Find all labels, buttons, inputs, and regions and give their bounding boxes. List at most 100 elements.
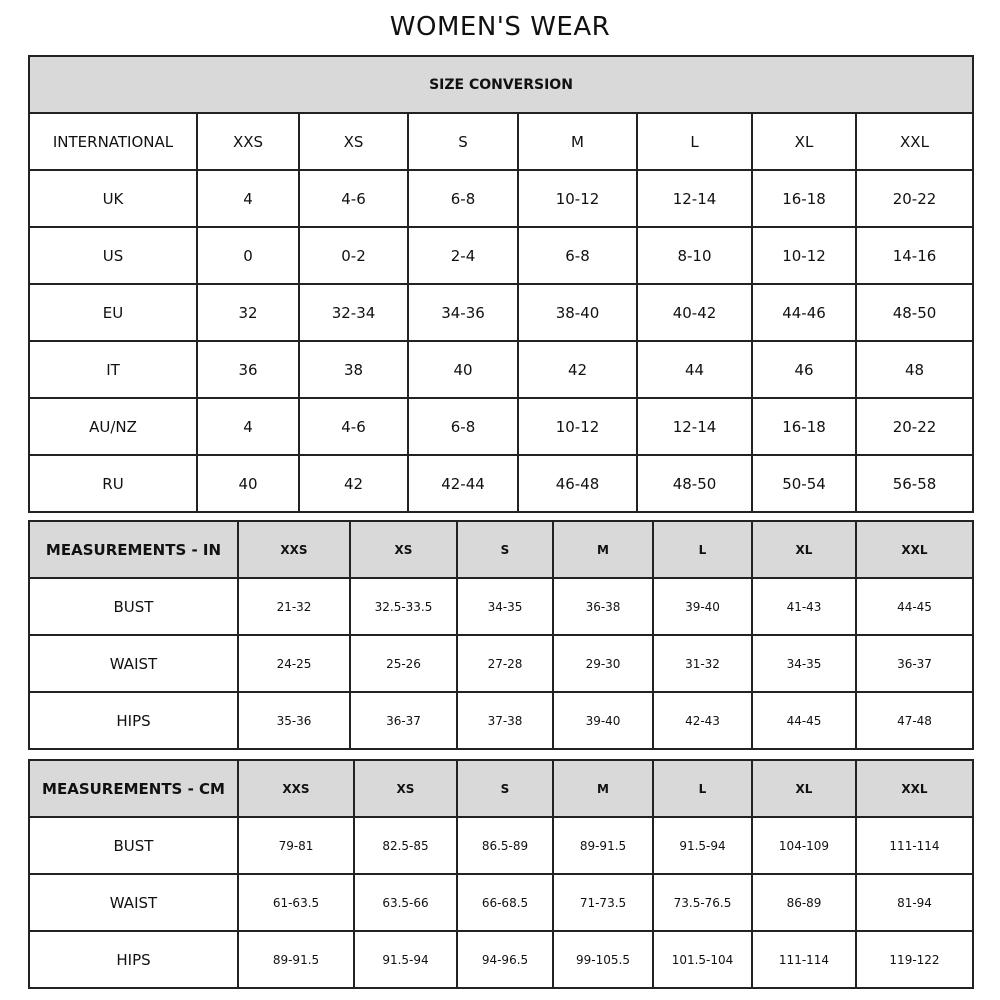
table-cell: 8-10	[636, 226, 753, 285]
table-cell: 10-12	[517, 169, 638, 228]
table-cell: 24-25	[237, 634, 351, 693]
table-cell: 48-50	[636, 454, 753, 513]
table-cell: 32	[196, 283, 300, 342]
table-cell: 38-40	[517, 283, 638, 342]
table-cell: 34-36	[407, 283, 519, 342]
table-cell: M	[517, 112, 638, 171]
table-cell: 44-46	[751, 283, 857, 342]
table-cell: 61-63.5	[237, 873, 355, 932]
table-cell: 0	[196, 226, 300, 285]
table-cell: S	[407, 112, 519, 171]
table-cell: L	[652, 759, 753, 818]
table-row: RU 40 42 42-44 46-48 48-50 50-54 56-58	[28, 454, 974, 513]
table-cell: L	[652, 520, 753, 579]
header-row: MEASUREMENTS - IN XXS XS S M L XL XXL	[28, 520, 974, 579]
table-cell: 94-96.5	[456, 930, 554, 989]
table-cell: 42	[298, 454, 409, 513]
table-cell: 73.5-76.5	[652, 873, 753, 932]
table-cell: 10-12	[517, 397, 638, 456]
table-cell: 48-50	[855, 283, 974, 342]
table-cell: 101.5-104	[652, 930, 753, 989]
table-cell: 20-22	[855, 397, 974, 456]
row-label: WAIST	[28, 873, 239, 932]
table-cell: 39-40	[652, 577, 753, 636]
table-cell: 46-48	[517, 454, 638, 513]
table-cell: 16-18	[751, 169, 857, 228]
table-cell: 42-43	[652, 691, 753, 750]
table-heading-row: SIZE CONVERSION	[28, 55, 974, 114]
table-cell: 111-114	[751, 930, 857, 989]
table-cell: 21-32	[237, 577, 351, 636]
table-cell: 86-89	[751, 873, 857, 932]
table-row: UK 4 4-6 6-8 10-12 12-14 16-18 20-22	[28, 169, 974, 228]
table-cell: 89-91.5	[552, 816, 654, 875]
table-cell: XS	[349, 520, 458, 579]
table-cell: XXL	[855, 112, 974, 171]
table-cell: 4	[196, 169, 300, 228]
table-cell: 4-6	[298, 169, 409, 228]
table-cell: 104-109	[751, 816, 857, 875]
table-cell: 34-35	[751, 634, 857, 693]
table-cell: 44	[636, 340, 753, 399]
table-row: HIPS 35-36 36-37 37-38 39-40 42-43 44-45 47-48	[28, 691, 974, 750]
table-cell: 48	[855, 340, 974, 399]
table-cell: 36-37	[349, 691, 458, 750]
table-cell: S	[456, 520, 554, 579]
table-cell: 25-26	[349, 634, 458, 693]
table-cell: 41-43	[751, 577, 857, 636]
table-cell: M	[552, 520, 654, 579]
table-cell: 42	[517, 340, 638, 399]
row-label: WAIST	[28, 634, 239, 693]
row-label: MEASUREMENTS - CM	[28, 759, 239, 818]
table-cell: 39-40	[552, 691, 654, 750]
table-cell: 36-38	[552, 577, 654, 636]
table-row: AU/NZ 4 4-6 6-8 10-12 12-14 16-18 20-22	[28, 397, 974, 456]
table-cell: 6-8	[407, 397, 519, 456]
table-cell: 14-16	[855, 226, 974, 285]
table-cell: XL	[751, 520, 857, 579]
table-cell: 111-114	[855, 816, 974, 875]
table-cell: XXL	[855, 759, 974, 818]
table-row: BUST 79-81 82.5-85 86.5-89 89-91.5 91.5-94 104…	[28, 816, 974, 875]
table-cell: 16-18	[751, 397, 857, 456]
table-cell: 79-81	[237, 816, 355, 875]
table-cell: 38	[298, 340, 409, 399]
header-row: MEASUREMENTS - CM XXS XS S M L XL XXL	[28, 759, 974, 818]
table-cell: S	[456, 759, 554, 818]
table-row: BUST 21-32 32.5-33.5 34-35 36-38 39-40 41-43 44…	[28, 577, 974, 636]
table-cell: 119-122	[855, 930, 974, 989]
row-label: BUST	[28, 816, 239, 875]
row-label: US	[28, 226, 198, 285]
table-cell: 46	[751, 340, 857, 399]
table-cell: 4-6	[298, 397, 409, 456]
table-cell: XXS	[237, 759, 355, 818]
table-cell: 56-58	[855, 454, 974, 513]
table-cell: 12-14	[636, 397, 753, 456]
row-label: IT	[28, 340, 198, 399]
table-cell: 99-105.5	[552, 930, 654, 989]
table-cell: 66-68.5	[456, 873, 554, 932]
table-cell: 10-12	[751, 226, 857, 285]
row-label: EU	[28, 283, 198, 342]
table-cell: 71-73.5	[552, 873, 654, 932]
table-row: WAIST 61-63.5 63.5-66 66-68.5 71-73.5 73.5-76…	[28, 873, 974, 932]
table-cell: 34-35	[456, 577, 554, 636]
table-cell: L	[636, 112, 753, 171]
table-heading: SIZE CONVERSION	[28, 55, 974, 114]
row-label: RU	[28, 454, 198, 513]
table-cell: 31-32	[652, 634, 753, 693]
table-cell: XS	[298, 112, 409, 171]
table-cell: 6-8	[407, 169, 519, 228]
table-row: IT 36 38 40 42 44 46 48	[28, 340, 974, 399]
table-row: US 0 0-2 2-4 6-8 8-10 10-12 14-16	[28, 226, 974, 285]
table-cell: 20-22	[855, 169, 974, 228]
table-cell: 91.5-94	[652, 816, 753, 875]
row-label: UK	[28, 169, 198, 228]
table-cell: 0-2	[298, 226, 409, 285]
table-row: EU 32 32-34 34-36 38-40 40-42 44-46 48-50	[28, 283, 974, 342]
row-label: AU/NZ	[28, 397, 198, 456]
table-row: HIPS 89-91.5 91.5-94 94-96.5 99-105.5 101.5-1…	[28, 930, 974, 989]
table-cell: 47-48	[855, 691, 974, 750]
table-cell: 2-4	[407, 226, 519, 285]
table-cell: 32-34	[298, 283, 409, 342]
